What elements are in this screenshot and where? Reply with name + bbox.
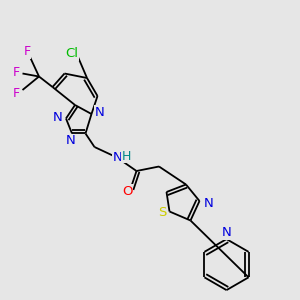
Text: O: O: [122, 185, 133, 198]
Text: F: F: [13, 86, 20, 100]
Text: N: N: [66, 134, 75, 148]
Text: N: N: [204, 197, 213, 210]
Text: S: S: [158, 206, 166, 219]
Text: Cl: Cl: [65, 47, 78, 61]
Text: N: N: [222, 226, 231, 239]
Text: F: F: [23, 45, 31, 58]
Text: N: N: [53, 111, 62, 124]
Text: N: N: [95, 106, 105, 119]
Text: H: H: [122, 149, 131, 163]
Text: N: N: [113, 151, 123, 164]
Text: F: F: [13, 65, 20, 79]
